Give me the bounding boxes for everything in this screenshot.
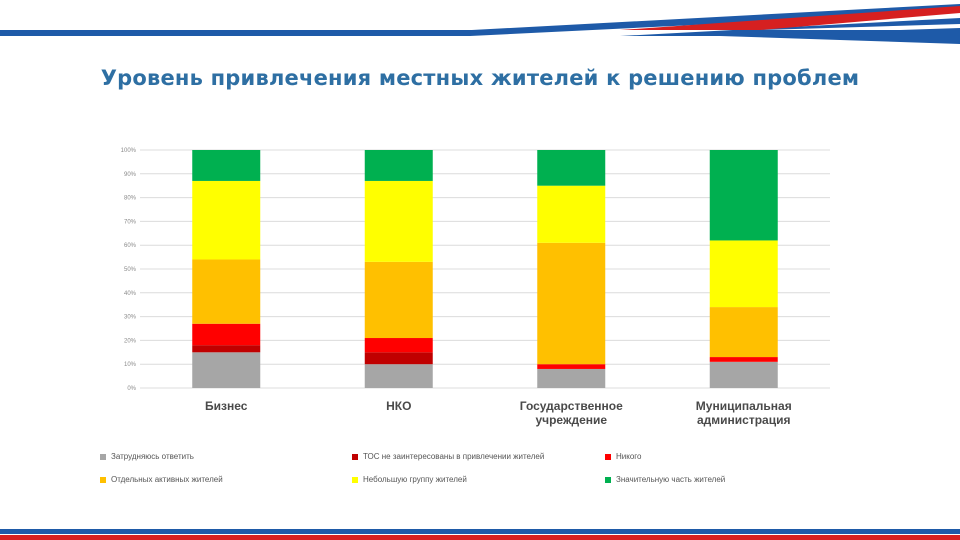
legend-label: Отдельных активных жителей <box>111 475 223 484</box>
legend-item: Никого <box>605 452 641 461</box>
bar-segment <box>537 368 606 388</box>
legend-item: Отдельных активных жителей <box>100 475 223 484</box>
footer-blue-line <box>0 529 960 534</box>
chart-legend: Затрудняюсь ответить ТОС не заинтересован… <box>100 452 800 492</box>
bar-segment <box>537 364 606 369</box>
category-label: НКО <box>386 399 411 413</box>
banner-blue-tail <box>720 28 960 44</box>
bar-segment <box>364 261 433 339</box>
footer-stripe <box>0 529 960 540</box>
bar-segment <box>709 150 778 241</box>
bar-segment <box>192 352 261 388</box>
legend-label: Небольшую группу жителей <box>363 475 467 484</box>
y-tick-label: 30% <box>124 315 137 321</box>
y-tick-label: 100% <box>121 148 137 154</box>
category-label: Государственное <box>520 399 623 413</box>
legend-label: Никого <box>616 452 642 461</box>
bar-segment <box>537 185 606 243</box>
banner-red-wave <box>620 6 960 30</box>
y-tick-label: 90% <box>124 172 137 178</box>
category-label: Муниципальная <box>696 399 792 413</box>
bar-segment <box>709 361 778 388</box>
legend-swatch <box>605 453 611 460</box>
bar-segment <box>364 338 433 353</box>
bar-segment <box>537 150 606 186</box>
y-tick-label: 80% <box>124 196 137 202</box>
bar-segment <box>709 240 778 308</box>
y-tick-label: 10% <box>124 362 137 368</box>
legend-swatch <box>352 453 358 460</box>
legend-item: Затрудняюсь ответить <box>100 452 194 461</box>
legend-swatch <box>352 476 358 483</box>
bar-segment <box>192 180 261 260</box>
legend-item: Небольшую группу жителей <box>352 475 467 484</box>
legend-swatch <box>605 476 611 483</box>
bar-segment <box>709 307 778 358</box>
bar-segment <box>364 150 433 181</box>
legend-item: ТОС не заинтересованы в привлечении жите… <box>352 452 544 461</box>
legend-swatch <box>100 476 106 483</box>
y-tick-label: 60% <box>124 243 137 249</box>
footer-red-line <box>0 535 960 540</box>
legend-label: ТОС не заинтересованы в привлечении жите… <box>363 452 545 461</box>
legend-label: Значительную часть жителей <box>616 475 726 484</box>
y-tick-label: 50% <box>124 267 137 273</box>
y-tick-label: 40% <box>124 291 137 297</box>
bar-segment <box>192 150 261 181</box>
slide-title: Уровень привлечения местных жителей к ре… <box>100 66 860 90</box>
bar-segment <box>192 259 261 324</box>
y-tick-label: 70% <box>124 219 137 225</box>
bar-segment <box>537 242 606 365</box>
legend-label: Затрудняюсь ответить <box>111 452 194 461</box>
bar-segment <box>192 345 261 353</box>
legend-swatch <box>100 453 106 460</box>
bar-segment <box>709 357 778 362</box>
banner-blue-wave <box>360 4 960 36</box>
category-label: Бизнес <box>205 399 248 413</box>
y-tick-label: 0% <box>127 386 136 392</box>
bar-segment <box>364 364 433 388</box>
stacked-bar-chart: 0% 10% 20% 30% 40% 50% 60% 70% 80% 90% 100% Бизнес Н… <box>121 148 830 427</box>
bar-segment <box>364 352 433 365</box>
bar-segment <box>192 323 261 346</box>
category-label: администрация <box>697 413 790 427</box>
y-tick-label: 20% <box>124 338 137 344</box>
category-label: учреждение <box>535 413 607 427</box>
bar-segment <box>364 180 433 262</box>
legend-item: Значительную часть жителей <box>605 475 725 484</box>
header-banner <box>0 4 960 44</box>
